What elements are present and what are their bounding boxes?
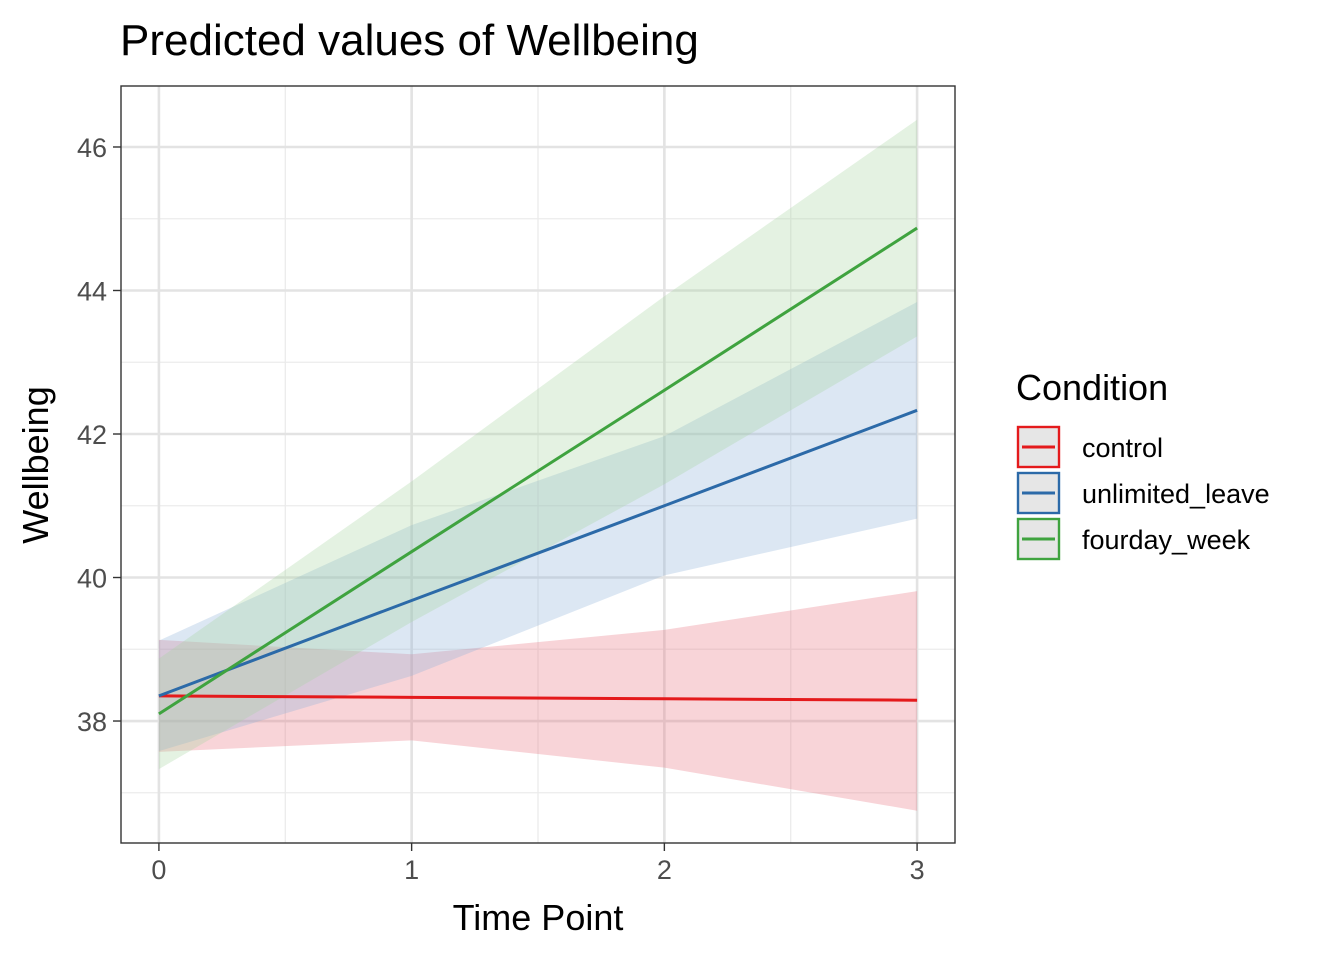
- y-tick-label: 44: [77, 276, 107, 306]
- y-axis: 38 40 42 44 46: [77, 133, 121, 737]
- legend-label-unlimited_leave: unlimited_leave: [1082, 479, 1270, 509]
- x-tick-label: 2: [657, 855, 672, 885]
- legend-label-control: control: [1082, 433, 1163, 463]
- plot-panel: [121, 86, 955, 843]
- legend-label-fourday_week: fourday_week: [1082, 525, 1251, 555]
- x-axis: 0 1 2 3: [151, 843, 925, 885]
- line-control: [158, 694, 918, 702]
- y-tick-label: 38: [77, 707, 107, 737]
- legend-item-fourday_week: fourday_week: [1016, 517, 1251, 561]
- ribbon-control: [158, 591, 918, 811]
- confidence-ribbons: [158, 119, 918, 811]
- y-tick-label: 42: [77, 420, 107, 450]
- legend-title: Condition: [1016, 367, 1168, 408]
- ribbon-fourday_week: [158, 119, 918, 770]
- legend: Condition control unlimited_leave fourday_…: [1016, 367, 1270, 561]
- line-unlimited_leave: [158, 408, 918, 698]
- x-tick-label: 1: [404, 855, 419, 885]
- x-axis-title: Time Point: [453, 897, 624, 938]
- x-tick-label: 3: [910, 855, 925, 885]
- ribbon-unlimited_leave: [158, 301, 918, 752]
- legend-item-unlimited_leave: unlimited_leave: [1016, 471, 1270, 515]
- y-axis-title: Wellbeing: [15, 386, 56, 543]
- y-tick-label: 46: [77, 133, 107, 163]
- legend-item-control: control: [1016, 425, 1163, 469]
- chart-title: Predicted values of Wellbeing: [120, 16, 699, 65]
- y-tick-label: 40: [77, 564, 107, 594]
- panel-border: [120, 85, 956, 844]
- series-lines: [158, 226, 918, 716]
- x-tick-label: 0: [151, 855, 166, 885]
- line-fourday_week: [158, 226, 918, 716]
